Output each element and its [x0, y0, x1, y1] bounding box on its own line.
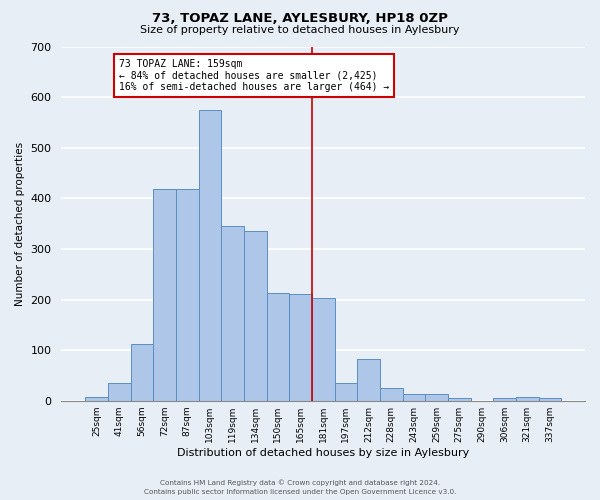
Bar: [153, 189, 176, 400]
Bar: [199, 110, 221, 401]
Bar: [425, 394, 448, 400]
Text: Contains public sector information licensed under the Open Government Licence v3: Contains public sector information licen…: [144, 489, 456, 495]
X-axis label: Distribution of detached houses by size in Aylesbury: Distribution of detached houses by size …: [177, 448, 469, 458]
Bar: [335, 383, 357, 400]
Bar: [380, 388, 403, 400]
Bar: [85, 396, 108, 400]
Bar: [357, 359, 380, 401]
Bar: [221, 226, 244, 400]
Text: 73 TOPAZ LANE: 159sqm
← 84% of detached houses are smaller (2,425)
16% of semi-d: 73 TOPAZ LANE: 159sqm ← 84% of detached …: [119, 59, 389, 92]
Bar: [312, 298, 335, 400]
Bar: [131, 344, 153, 400]
Bar: [448, 398, 470, 400]
Bar: [403, 394, 425, 400]
Bar: [108, 383, 131, 400]
Bar: [266, 293, 289, 401]
Bar: [244, 231, 266, 400]
Y-axis label: Number of detached properties: Number of detached properties: [15, 142, 25, 306]
Text: Size of property relative to detached houses in Aylesbury: Size of property relative to detached ho…: [140, 25, 460, 35]
Bar: [539, 398, 561, 400]
Text: 73, TOPAZ LANE, AYLESBURY, HP18 0ZP: 73, TOPAZ LANE, AYLESBURY, HP18 0ZP: [152, 12, 448, 26]
Bar: [493, 398, 516, 400]
Bar: [516, 396, 539, 400]
Text: Contains HM Land Registry data © Crown copyright and database right 2024.: Contains HM Land Registry data © Crown c…: [160, 480, 440, 486]
Bar: [289, 294, 312, 401]
Bar: [176, 189, 199, 400]
